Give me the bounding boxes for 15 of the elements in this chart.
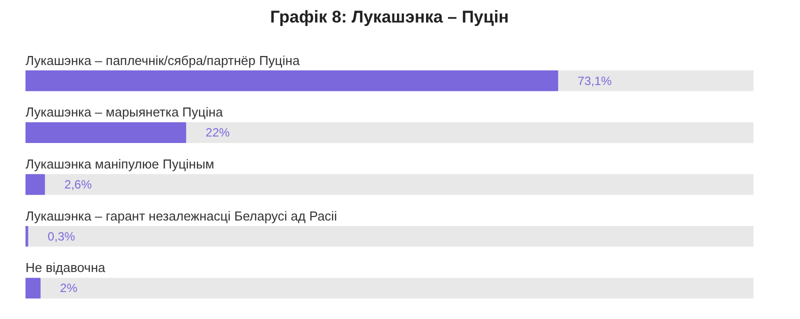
chart-title: Графік 8: Лукашэнка – Пуцін <box>270 8 509 26</box>
y-tick-label: Лукашэнка маніпулюе Пуціным <box>26 156 214 172</box>
data-label: 22% <box>206 126 230 140</box>
bar <box>26 226 28 247</box>
data-label: 2,6% <box>64 177 92 192</box>
data-label: 0,3% <box>48 229 76 244</box>
y-tick-label: Лукашэнка – паплечнік/сябра/партнёр Пуціна <box>26 52 300 68</box>
bar <box>26 122 186 143</box>
y-tick-label: Не відавочна <box>26 260 106 276</box>
data-label: 2% <box>60 281 78 296</box>
bar <box>26 278 41 299</box>
y-tick-label: Лукашэнка – гарант незалежнасці Беларусі ад Расіі <box>26 208 338 224</box>
y-tick-label: Лукашэнка – марыянетка Пуціна <box>26 104 224 120</box>
bar <box>26 174 45 195</box>
data-label: 73,1% <box>578 74 612 88</box>
